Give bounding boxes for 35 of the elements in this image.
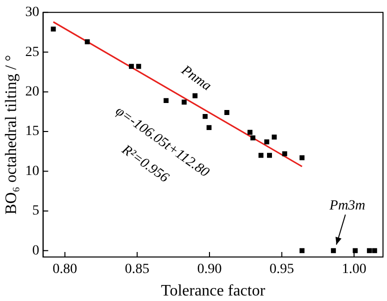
point [50, 26, 56, 32]
point [128, 64, 134, 69]
y-tick-label: 25 [25, 44, 40, 60]
y-tick-label: 15 [25, 124, 40, 140]
point [250, 135, 256, 140]
y-axis-title: BO₆ octahedral tilting / ° [2, 54, 20, 214]
point [84, 39, 90, 44]
point [282, 151, 288, 156]
y-tick-label: 5 [32, 204, 40, 219]
point [192, 93, 198, 98]
point [300, 248, 304, 254]
x-tick-label: 0.95 [270, 262, 294, 278]
point [366, 248, 372, 254]
y-tick-label: 30 [25, 5, 40, 20]
y-tick-label: 0 [32, 243, 40, 258]
x-tick-label: 1.00 [342, 262, 366, 278]
point [224, 110, 230, 115]
y-tick-label: 10 [25, 164, 40, 179]
annotation: Pm3m [328, 198, 366, 214]
point [267, 152, 272, 158]
point [247, 130, 252, 135]
x-tick-label: 0.80 [52, 262, 78, 278]
point [372, 248, 378, 254]
x-axis-title: Tolerance factor [161, 282, 266, 300]
point [300, 155, 304, 160]
point [264, 139, 270, 144]
y-tick-label: 20 [25, 84, 40, 100]
point [182, 100, 187, 105]
point [330, 248, 336, 254]
point [136, 64, 142, 69]
point [164, 98, 169, 104]
point [258, 152, 264, 158]
point [272, 134, 277, 140]
x-tick-label: 0.90 [197, 262, 222, 278]
x-tick-label: 0.85 [124, 262, 150, 278]
